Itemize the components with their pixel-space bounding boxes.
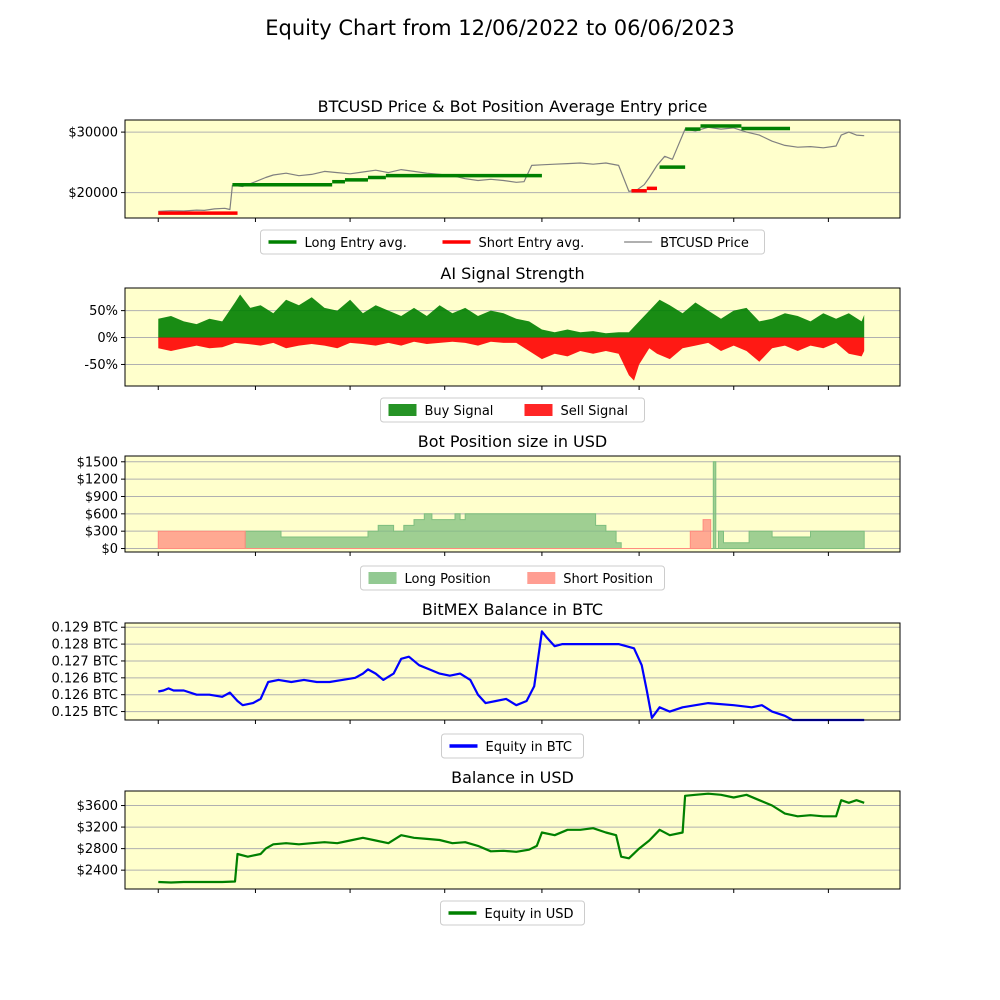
legend-label: Long Entry avg.	[305, 236, 407, 251]
panel-title: BTCUSD Price & Bot Position Average Entr…	[318, 97, 708, 116]
y-tick-label: $2800	[77, 842, 118, 857]
plot-area	[125, 623, 900, 720]
line-equity-in-usd	[158, 792, 865, 884]
usd-balance-panel: $2400 $2800 $3200 $3600 Balance in USD Equity…	[77, 768, 901, 926]
position-panel: $0 $300 $600 $900 $1200 $1500 Bot Position siz…	[77, 432, 901, 591]
y-tick-label: $20000	[68, 186, 118, 201]
plot-frame	[124, 119, 901, 219]
panel-title: Bot Position size in USD	[418, 432, 607, 451]
legend-label: Equity in BTC	[486, 740, 572, 755]
y-tick-label: $0	[101, 542, 118, 557]
y-tick-label: 0.126 BTC	[51, 671, 118, 686]
y-tick-label: $30000	[68, 126, 118, 141]
legend-label: Buy Signal	[425, 404, 494, 419]
plot-frame	[124, 455, 901, 553]
legend-label: Long Position	[405, 572, 491, 587]
legend-patch	[524, 404, 553, 416]
y-tick-label: 50%	[89, 304, 118, 319]
y-tick-label: $3600	[77, 799, 118, 814]
panel-title: BitMEX Balance in BTC	[422, 600, 603, 619]
legend-box	[260, 229, 765, 255]
legend-label: Equity in USD	[485, 907, 574, 922]
y-tick-label: 0.125 BTC	[51, 705, 118, 720]
plot-area	[125, 791, 900, 889]
legend-box	[440, 900, 585, 926]
step-area-long-position	[244, 461, 865, 550]
y-tick-label: $3200	[77, 821, 118, 836]
plot-frame	[124, 622, 901, 721]
y-tick-label: 0.127 BTC	[51, 654, 118, 669]
legend-box	[360, 565, 665, 591]
legend-label: Short Entry avg.	[479, 236, 585, 251]
legend-label: BTCUSD Price	[660, 236, 749, 251]
area-sell-signal	[158, 337, 865, 381]
legend-box	[441, 733, 584, 759]
panel-title: Balance in USD	[451, 768, 574, 787]
y-tick-label: -50%	[84, 358, 118, 373]
line-btcusd-price	[158, 126, 865, 212]
y-tick-label: 0%	[97, 331, 118, 346]
step-area-short-position	[157, 519, 712, 550]
figure-title: Equity Chart from 12/06/2022 to 06/06/20…	[265, 16, 735, 40]
y-tick-label: 0.126 BTC	[51, 688, 118, 703]
legend-patch	[388, 404, 417, 416]
price-panel: $20000 $30000 BTCUSD Price & Bot Position …	[68, 97, 901, 255]
legend-patch	[527, 572, 556, 584]
panel-title: AI Signal Strength	[440, 264, 584, 283]
plot-frame	[124, 790, 901, 890]
signal-panel: 50% 0% -50% AI Signal Strength Buy Signal Sel…	[84, 264, 901, 423]
y-tick-label: $600	[85, 507, 118, 522]
y-tick-label: 0.129 BTC	[51, 621, 118, 636]
plot-frame	[124, 287, 901, 387]
area-buy-signal	[158, 294, 865, 338]
y-tick-label: $2400	[77, 864, 118, 879]
y-tick-label: $300	[85, 525, 118, 540]
legend-box	[380, 397, 645, 423]
plot-area	[125, 120, 900, 218]
y-tick-label: 0.128 BTC	[51, 638, 118, 653]
legend-label: Short Position	[563, 572, 653, 587]
y-tick-label: $1200	[77, 473, 118, 488]
legend-label: Sell Signal	[561, 404, 629, 419]
legend-patch	[368, 572, 397, 584]
y-tick-label: $900	[85, 490, 118, 505]
y-tick-label: $1500	[77, 455, 118, 470]
line-equity-in-btc	[158, 630, 865, 722]
